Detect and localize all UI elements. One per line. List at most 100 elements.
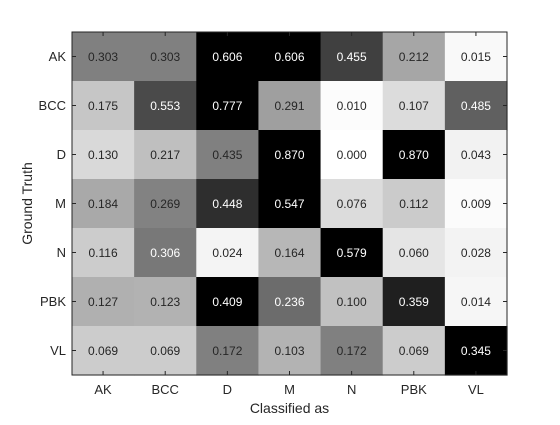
- cell-value-label: 0.448: [212, 197, 242, 211]
- y-tick-labels: AK BCC D M N PBK VL: [39, 49, 67, 358]
- y-tick-label: M: [55, 196, 66, 211]
- heatmap-cell: [382, 179, 446, 229]
- cell-value-label: 0.236: [274, 295, 304, 309]
- cell-value-label: 0.172: [212, 344, 242, 358]
- heatmap-cell: [134, 228, 197, 278]
- cell-value-label: 0.116: [88, 246, 117, 260]
- heatmap-cell: [196, 130, 260, 180]
- heatmap-cell: [72, 179, 135, 229]
- y-axis-label: Ground Truth: [19, 162, 35, 245]
- heatmap-cell: [72, 228, 135, 278]
- heatmap-cell: [72, 32, 135, 82]
- y-tick-label: PBK: [40, 294, 66, 309]
- cell-value-label: 0.043: [461, 148, 491, 162]
- y-tick-label: D: [57, 147, 66, 162]
- cell-value-label: 0.606: [274, 50, 304, 64]
- cell-value-label: 0.485: [461, 99, 491, 113]
- cell-value-label: 0.455: [337, 50, 367, 64]
- heatmap-cell: [196, 326, 260, 376]
- cell-value-label: 0.303: [88, 50, 118, 64]
- heatmap-cell: [134, 130, 197, 180]
- x-tick-label: N: [347, 382, 356, 397]
- heatmap-cell: [72, 130, 135, 180]
- heatmap-cell: [382, 326, 446, 376]
- x-tick-labels: AK BCC D M N PBK VL: [94, 382, 483, 397]
- cell-value-label: 0.553: [150, 99, 180, 113]
- heatmap-cell: [444, 228, 508, 278]
- cell-value-label: 0.777: [212, 99, 242, 113]
- heatmap-cell: [320, 228, 384, 278]
- cell-value-label: 0.359: [399, 295, 429, 309]
- cell-value-label: 0.212: [399, 50, 429, 64]
- cell-value-label: 0.028: [461, 246, 491, 260]
- heatmap-cell: [444, 179, 508, 229]
- cell-value-label: 0.306: [150, 246, 180, 260]
- cell-value-label: 0.112: [399, 197, 428, 211]
- heatmap-cell: [258, 277, 322, 327]
- heatmap-cell: [444, 277, 508, 327]
- y-tick-label: N: [57, 245, 66, 260]
- heatmap-cell: [258, 130, 322, 180]
- cell-value-label: 0.100: [337, 295, 367, 309]
- cell-value-label: 0.069: [150, 344, 180, 358]
- cell-value-label: 0.123: [150, 295, 180, 309]
- heatmap-cell: [382, 228, 446, 278]
- cell-value-label: 0.069: [399, 344, 429, 358]
- heatmap-cell: [258, 81, 322, 131]
- heatmap-cell: [320, 277, 384, 327]
- cell-value-label: 0.076: [337, 197, 367, 211]
- heatmap-cell: [444, 32, 508, 82]
- heatmap-cell: [258, 326, 322, 376]
- cell-value-label: 0.014: [461, 295, 491, 309]
- x-tick-label: BCC: [151, 382, 178, 397]
- cell-value-label: 0.435: [212, 148, 242, 162]
- cell-value-label: 0.010: [337, 99, 367, 113]
- x-tick-label: PBK: [401, 382, 427, 397]
- x-tick-label: M: [284, 382, 295, 397]
- cell-value-label: 0.291: [274, 99, 304, 113]
- x-axis-label: Classified as: [250, 400, 329, 416]
- cell-value-label: 0.069: [88, 344, 118, 358]
- y-tick-label: AK: [49, 49, 67, 64]
- heatmap-cell: [258, 179, 322, 229]
- y-tick-label: VL: [50, 343, 66, 358]
- heatmap-cell: [320, 81, 384, 131]
- heatmap-cell: [134, 326, 197, 376]
- cell-value-label: 0.015: [461, 50, 491, 64]
- cell-value-label: 0.024: [212, 246, 242, 260]
- heatmap-cell: [72, 81, 135, 131]
- cell-value-label: 0.579: [337, 246, 367, 260]
- heatmap-cell: [134, 32, 197, 82]
- x-tick-label: D: [223, 382, 232, 397]
- cell-value-label: 0.184: [88, 197, 118, 211]
- heatmap-cell: [444, 81, 508, 131]
- cell-value-label: 0.103: [274, 344, 304, 358]
- cell-value-label: 0.606: [212, 50, 242, 64]
- heatmap-cell: [320, 32, 384, 82]
- cell-value-label: 0.175: [88, 99, 118, 113]
- cell-value-label: 0.547: [274, 197, 304, 211]
- heatmap-cell: [382, 277, 446, 327]
- x-tick-label: VL: [468, 382, 484, 397]
- heatmap-cell: [382, 130, 446, 180]
- heatmap-cell: [72, 326, 135, 376]
- heatmap-cell: [382, 32, 446, 82]
- cell-value-label: 0.000: [337, 148, 367, 162]
- heatmap-cell: [320, 179, 384, 229]
- cell-value-label: 0.172: [337, 344, 367, 358]
- x-tick-label: AK: [94, 382, 112, 397]
- heatmap-cell: [196, 277, 260, 327]
- heatmap-cell: [196, 228, 260, 278]
- heatmap-cells: [72, 32, 508, 376]
- cell-value-label: 0.130: [88, 148, 118, 162]
- cell-value-label: 0.345: [461, 344, 491, 358]
- cell-value-label: 0.009: [461, 197, 491, 211]
- heatmap-cell: [320, 326, 384, 376]
- heatmap-cell: [320, 130, 384, 180]
- cell-value-label: 0.217: [150, 148, 180, 162]
- cell-value-label: 0.164: [274, 246, 304, 260]
- cell-value-label: 0.409: [212, 295, 242, 309]
- cell-value-label: 0.107: [399, 99, 429, 113]
